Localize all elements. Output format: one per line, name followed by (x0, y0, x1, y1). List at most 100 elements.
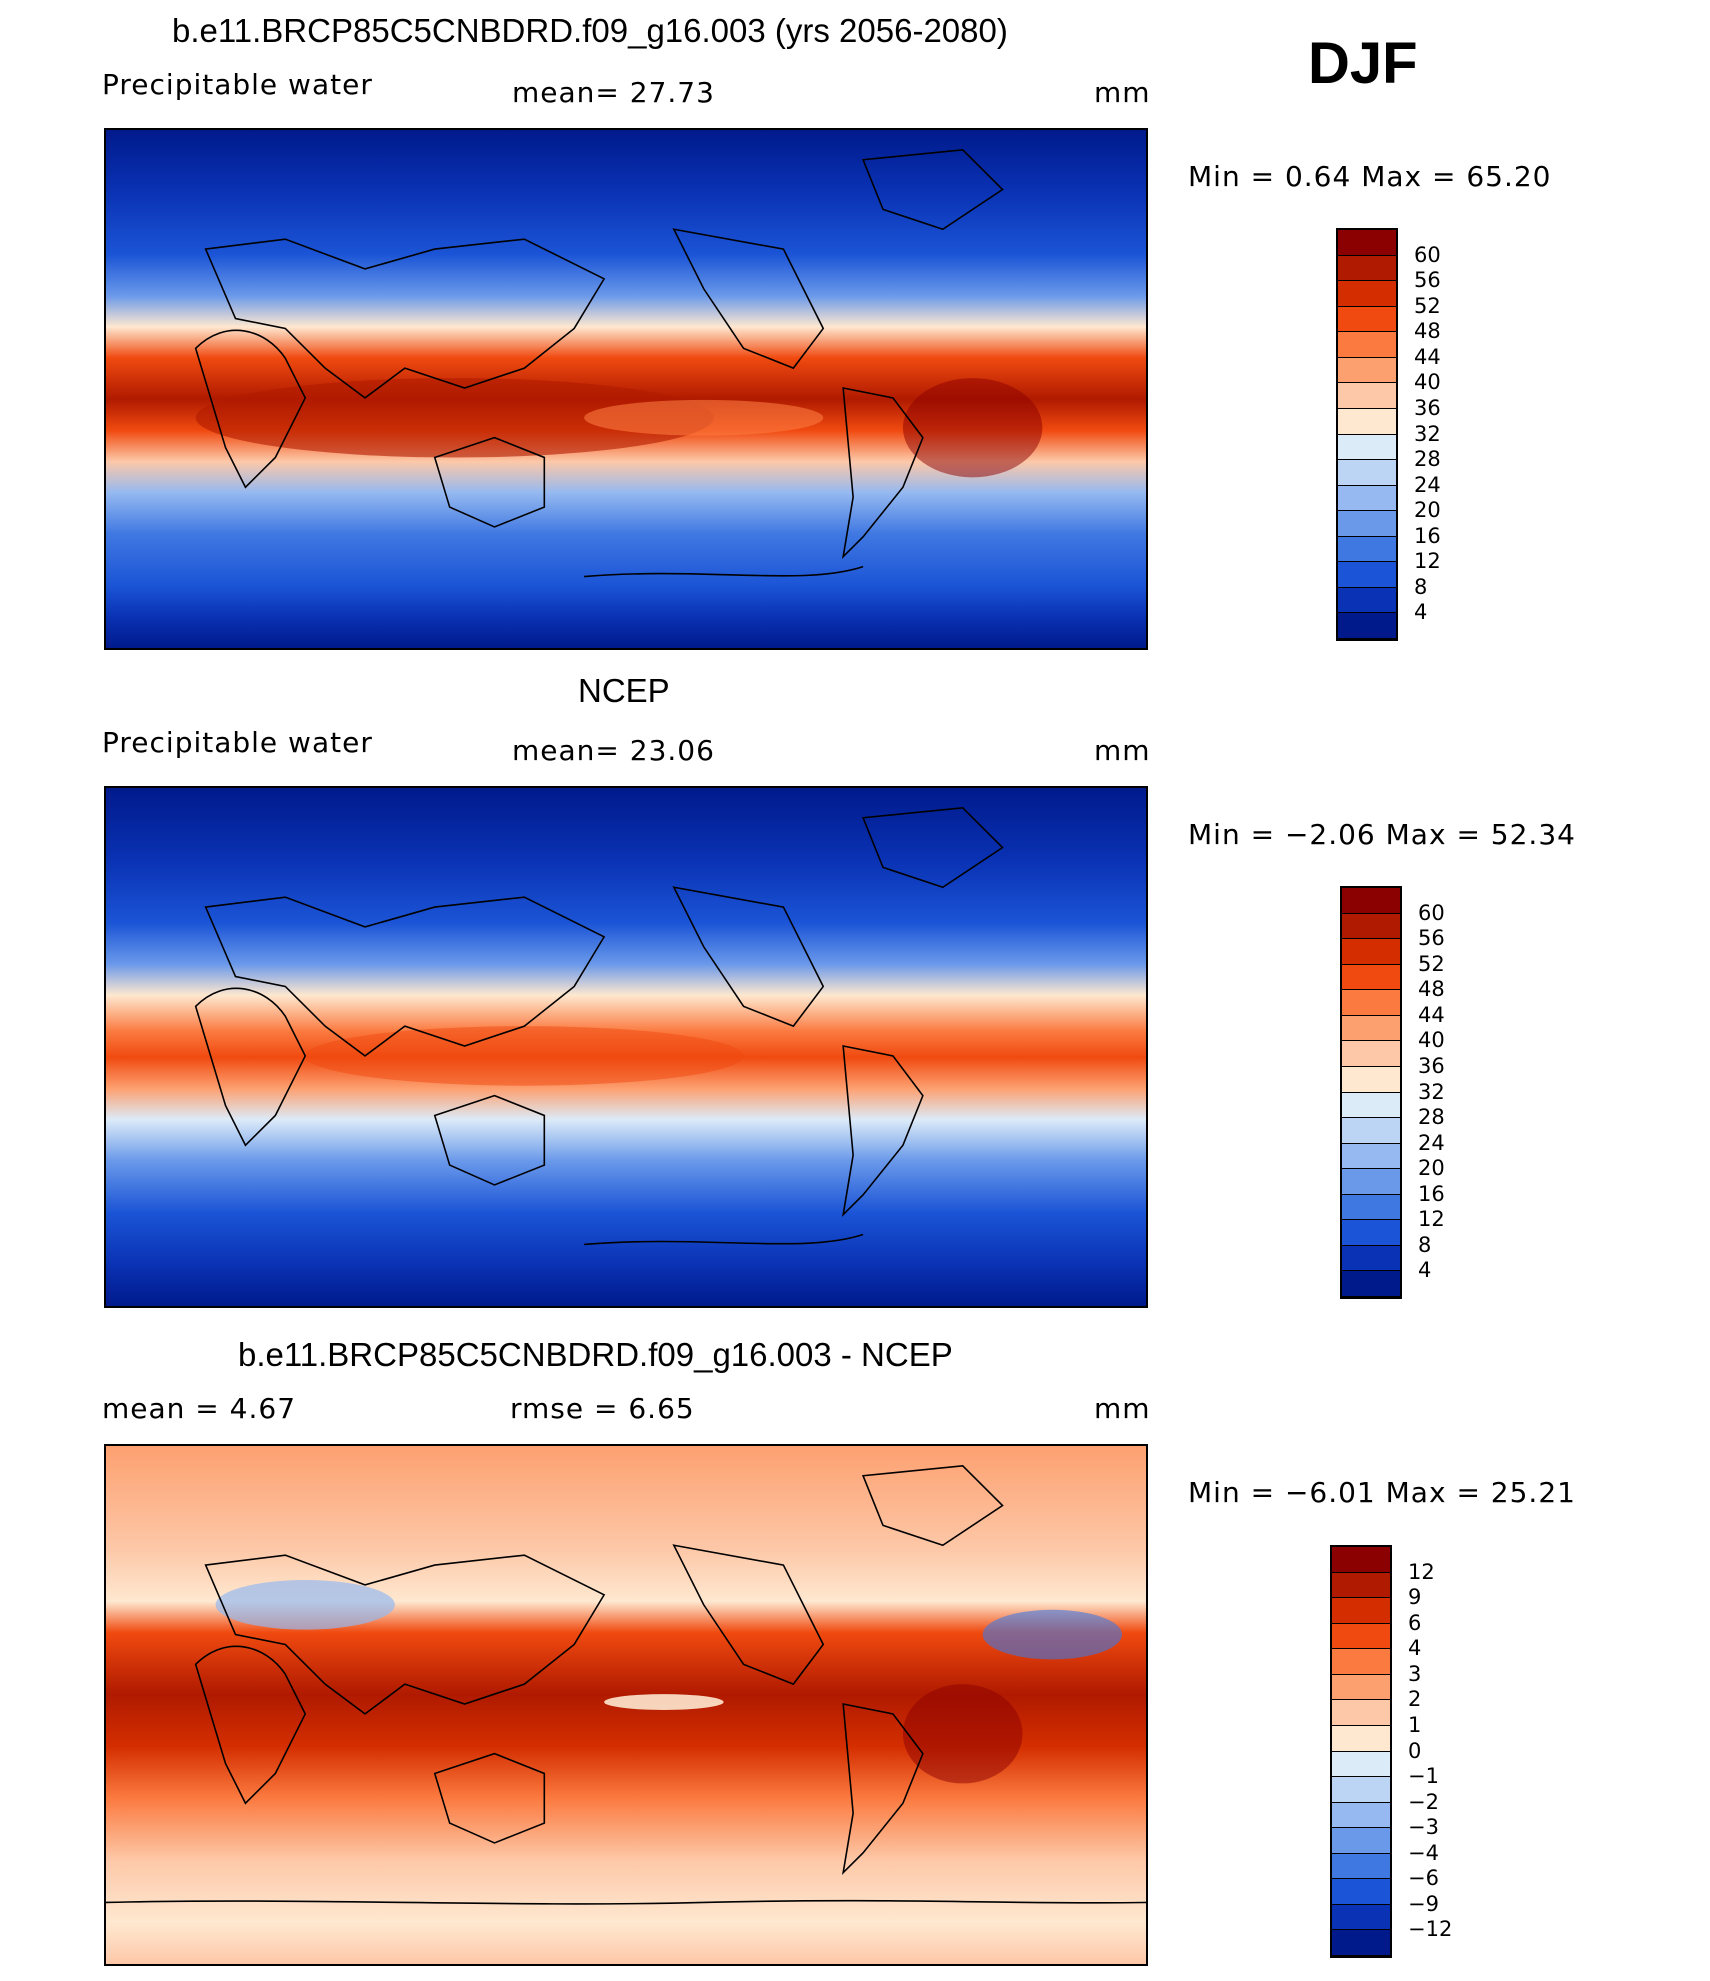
colorbar-tick-label: −9 (1408, 1891, 1439, 1916)
colorbar-cell (1338, 587, 1396, 614)
colorbar-tick-label: 20 (1418, 1156, 1445, 1181)
panel-2-coastlines (194, 807, 1004, 1246)
colorbar-cell (1338, 230, 1396, 256)
colorbar-cell (1332, 1853, 1390, 1880)
colorbar-cell (1338, 434, 1396, 461)
colorbar-cell (1332, 1547, 1390, 1573)
colorbar-tick-label: 12 (1418, 1207, 1445, 1232)
colorbar-tick-label: 28 (1414, 447, 1441, 472)
colorbar-cell (1332, 1930, 1390, 1956)
panel-2-variable-label: Precipitable water (102, 726, 373, 759)
colorbar-tick-label: 16 (1418, 1181, 1445, 1206)
colorbar-tick-label: 44 (1418, 1002, 1445, 1027)
colorbar-cell (1342, 1194, 1400, 1221)
season-label: DJF (1308, 31, 1418, 96)
colorbar-tick-label: 16 (1414, 523, 1441, 548)
colorbar-cell (1338, 281, 1396, 307)
panel-3-title: b.e11.BRCP85C5CNBDRD.f09_g16.003 - NCEP (238, 1336, 953, 1373)
colorbar-tick-label: 60 (1418, 900, 1445, 925)
colorbar-tick-label: 1 (1408, 1712, 1422, 1737)
colorbar-cell (1332, 1879, 1390, 1905)
colorbar-tick-label: 2 (1408, 1687, 1422, 1712)
colorbar-cell (1338, 306, 1396, 333)
colorbar-tick-label: 40 (1414, 370, 1441, 395)
colorbar-tick-label: 6 (1408, 1610, 1422, 1635)
colorbar-cell (1342, 888, 1400, 914)
panel-3-coastlines (106, 1465, 1146, 1905)
colorbar-cell (1332, 1649, 1390, 1675)
panel-2-minmax: Min = −2.06 Max = 52.34 (1188, 818, 1576, 851)
colorbar-cell (1342, 1092, 1400, 1119)
panel-1-minmax: Min = 0.64 Max = 65.20 (1188, 160, 1552, 193)
colorbar-cell (1338, 613, 1396, 639)
panel-2-mean-label: mean= 23.06 (512, 734, 715, 767)
panel-3-map (104, 1444, 1148, 1966)
panel-3-minmax: Min = −6.01 Max = 25.21 (1188, 1476, 1576, 1509)
colorbar-tick-label: 52 (1418, 951, 1445, 976)
colorbar-tick-label: 24 (1418, 1130, 1445, 1155)
colorbar-tick-label: 32 (1418, 1079, 1445, 1104)
colorbar-tick-label: 0 (1408, 1738, 1422, 1763)
colorbar-cell (1338, 357, 1396, 384)
colorbar-tick-label: 36 (1414, 395, 1441, 420)
colorbar-tick-label: 44 (1414, 344, 1441, 369)
colorbar-tick-label: 12 (1414, 549, 1441, 574)
panel-3-mean-label: mean = 4.67 (102, 1392, 297, 1425)
colorbar-tick-label: 56 (1418, 926, 1445, 951)
colorbar-tick-label: −2 (1408, 1789, 1439, 1814)
colorbar-cell (1342, 1066, 1400, 1093)
colorbar-cell (1338, 536, 1396, 563)
panel-2-map (104, 786, 1148, 1308)
colorbar-cell (1332, 1598, 1390, 1624)
colorbar-cell (1338, 383, 1396, 409)
colorbar-cell (1342, 1220, 1400, 1246)
panel-3-rmse-label: rmse = 6.65 (510, 1392, 695, 1425)
colorbar-cell (1342, 1041, 1400, 1067)
colorbar-cell (1332, 1623, 1390, 1650)
colorbar-tick-label: −6 (1408, 1866, 1439, 1891)
colorbar-tick-label: 24 (1414, 472, 1441, 497)
colorbar-tick-label: 32 (1414, 421, 1441, 446)
colorbar-cell (1338, 460, 1396, 486)
colorbar-tick-label: 56 (1414, 268, 1441, 293)
colorbar-tick-label: 4 (1408, 1636, 1422, 1661)
colorbar-cell (1342, 1271, 1400, 1297)
colorbar-tick-label: −4 (1408, 1840, 1439, 1865)
colorbar-cell (1332, 1751, 1390, 1778)
panel-1-units: mm (1094, 76, 1151, 109)
panel-1-mean-label: mean= 27.73 (512, 76, 715, 109)
colorbar-cell (1342, 1143, 1400, 1170)
panel-3-colorbar (1330, 1545, 1392, 1958)
colorbar-tick-label: 4 (1418, 1258, 1432, 1283)
panel-1-coastlines (194, 149, 1004, 578)
colorbar-cell (1342, 1118, 1400, 1144)
colorbar-tick-label: 4 (1414, 600, 1428, 625)
colorbar-tick-label: 48 (1414, 319, 1441, 344)
colorbar-tick-label: 20 (1414, 498, 1441, 523)
colorbar-cell (1342, 1169, 1400, 1195)
panel-1-map-field (106, 130, 1146, 648)
colorbar-tick-label: 28 (1418, 1105, 1445, 1130)
colorbar-tick-label: 12 (1408, 1559, 1435, 1584)
panel-2-units: mm (1094, 734, 1151, 767)
panel-1-variable-label: Precipitable water (102, 68, 373, 101)
panel-2-map-field (106, 788, 1146, 1306)
colorbar-cell (1342, 1015, 1400, 1042)
panel-1-colorbar (1336, 228, 1398, 641)
colorbar-cell (1342, 913, 1400, 940)
colorbar-cell (1332, 1904, 1390, 1931)
panel-3-map-field (106, 1446, 1146, 1964)
colorbar-cell (1332, 1674, 1390, 1701)
colorbar-tick-label: 48 (1418, 977, 1445, 1002)
colorbar-tick-label: −12 (1408, 1917, 1453, 1942)
colorbar-cell (1338, 408, 1396, 435)
colorbar-cell (1342, 1245, 1400, 1272)
colorbar-cell (1342, 939, 1400, 965)
colorbar-tick-label: −3 (1408, 1815, 1439, 1840)
panel-1-map (104, 128, 1148, 650)
colorbar-cell (1332, 1777, 1390, 1803)
colorbar-cell (1332, 1802, 1390, 1829)
colorbar-cell (1332, 1700, 1390, 1726)
colorbar-cell (1342, 964, 1400, 991)
colorbar-tick-label: 9 (1408, 1585, 1422, 1610)
